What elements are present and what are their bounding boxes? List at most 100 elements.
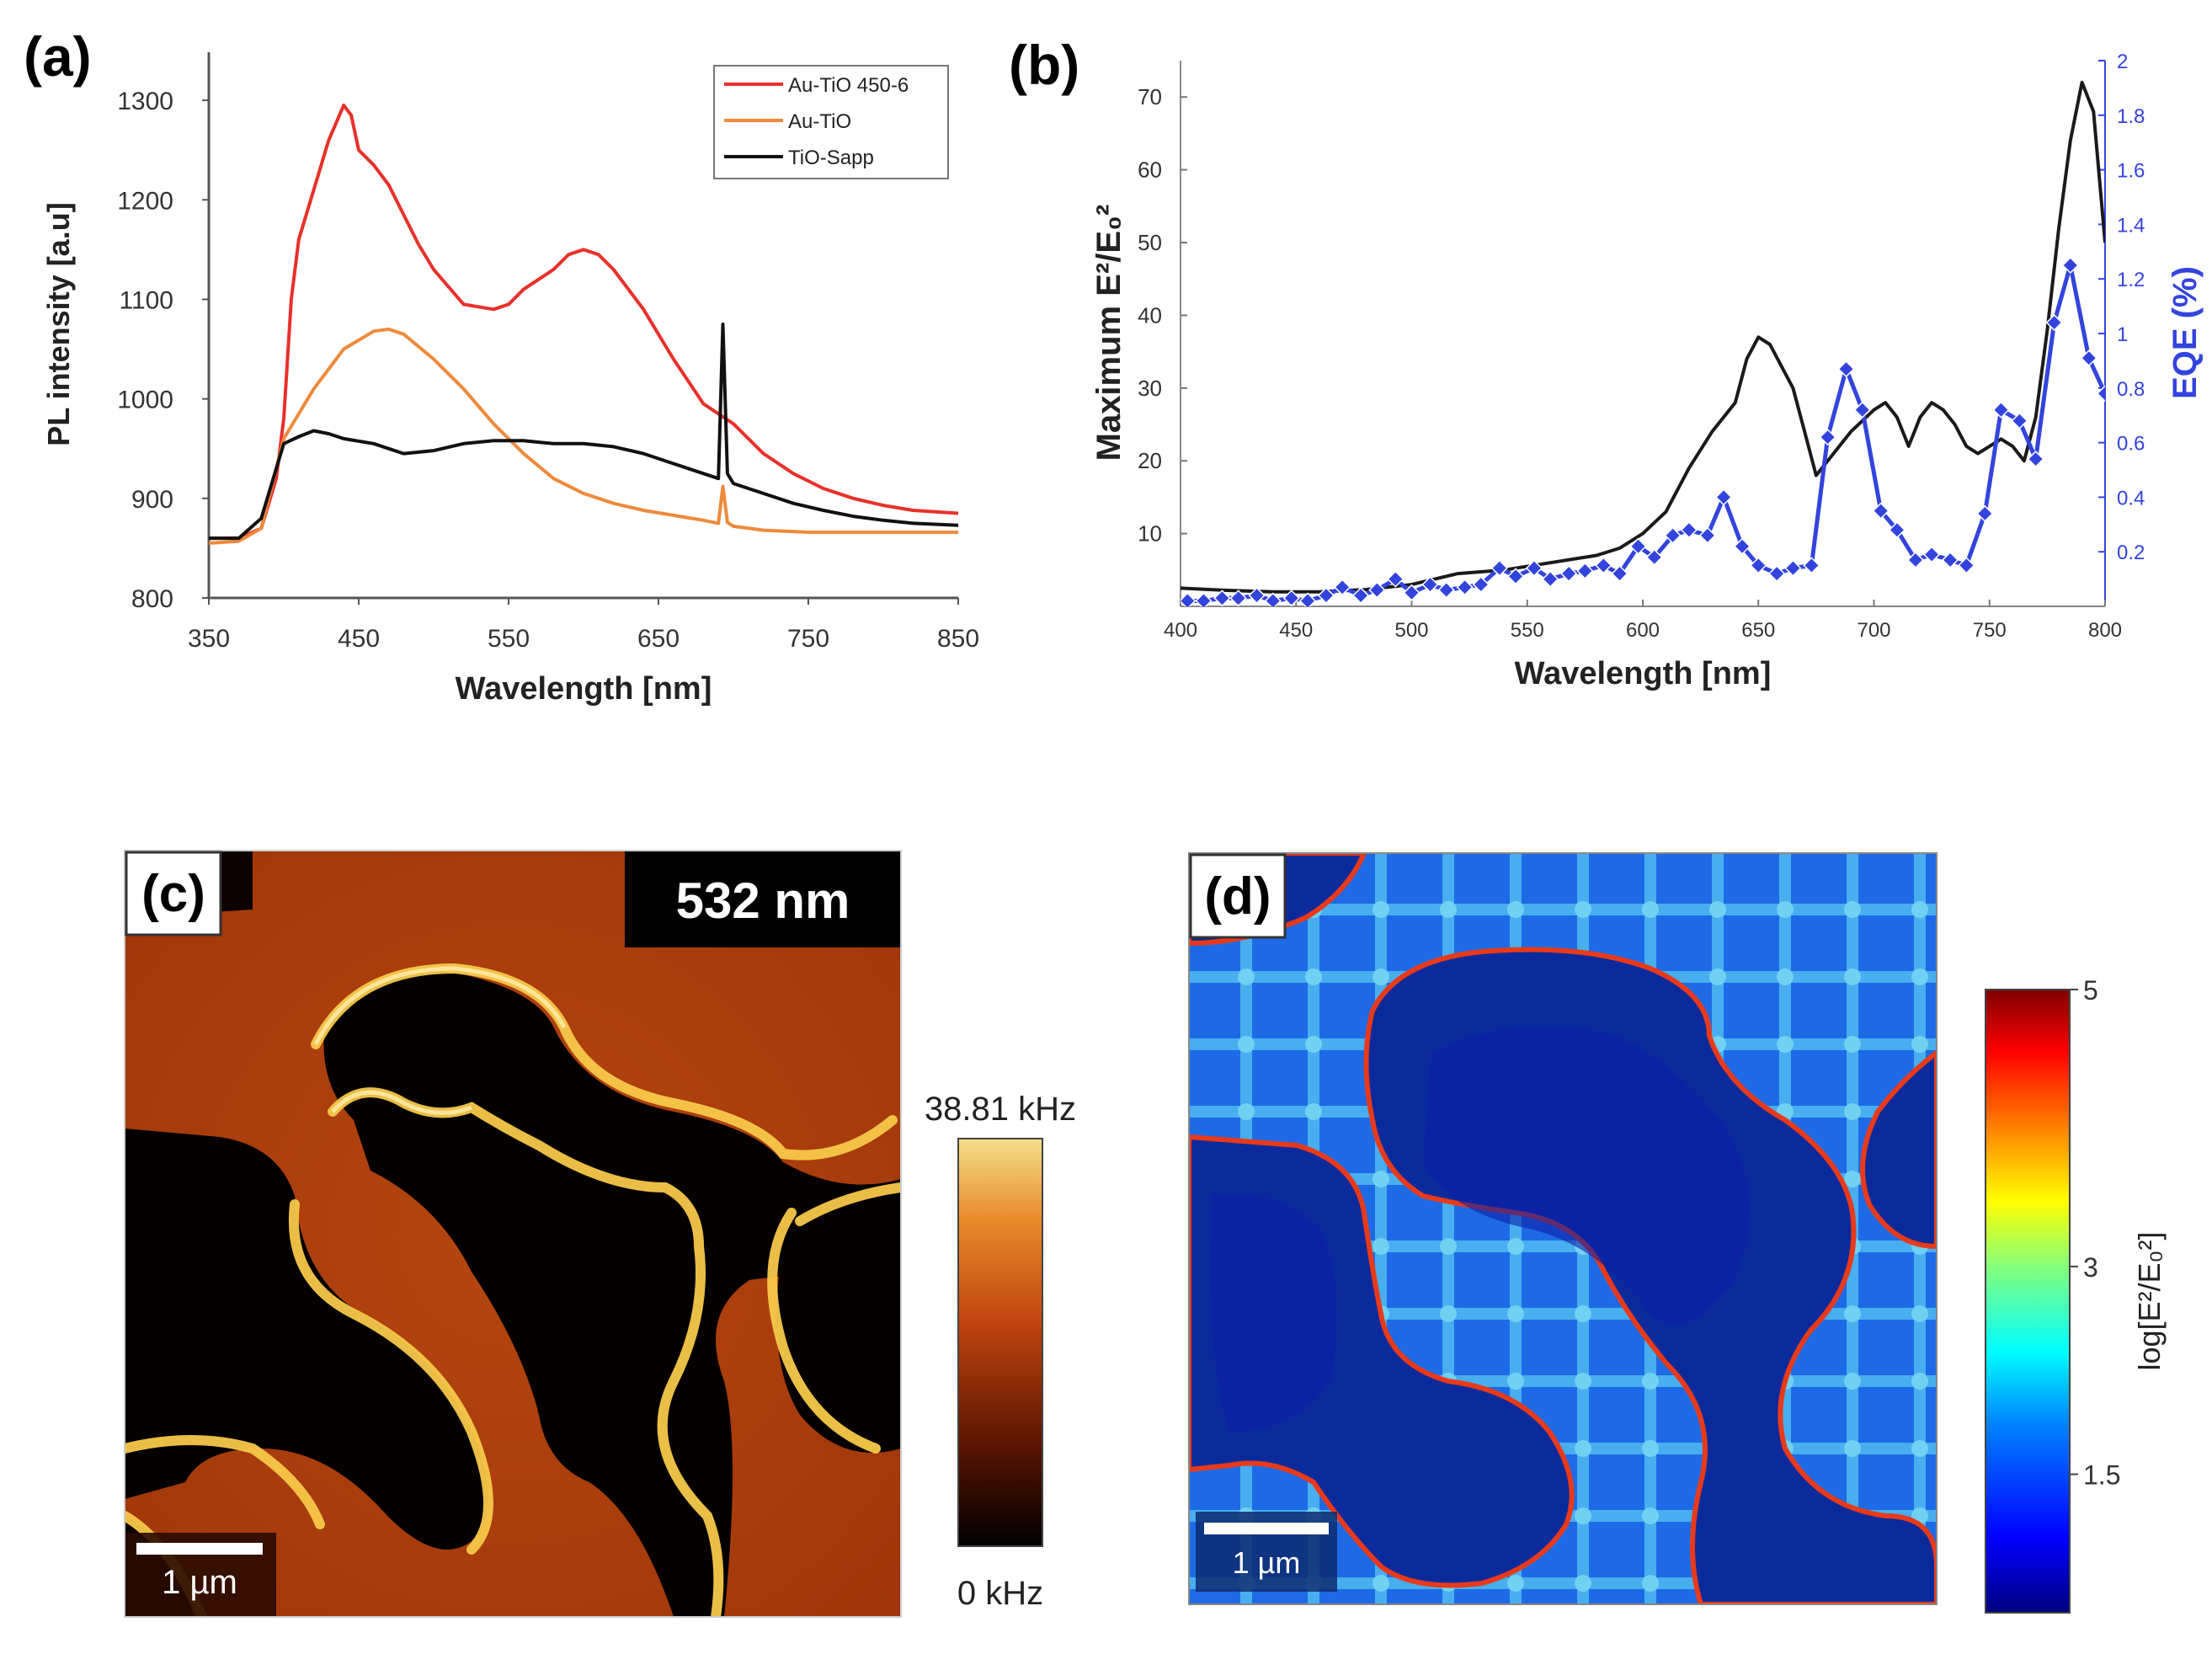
heatmap-panel-c: 532 nm 1 µm (c) 38.81 kHz 0 kHz — [124, 850, 1076, 1618]
eqe-marker-4 — [1248, 586, 1266, 605]
eqe-marker-28 — [1664, 526, 1682, 544]
colorbar-d — [1985, 989, 2071, 1614]
eqe-marker-22 — [1560, 565, 1578, 583]
x-tick-label-b-800: 800 — [2088, 619, 2122, 642]
eqe-marker-7 — [1298, 592, 1317, 606]
panel-label-d: (d) — [1204, 867, 1271, 926]
title-c: 532 nm — [676, 872, 850, 929]
eqe-marker-11 — [1368, 581, 1386, 599]
legend-a: Au-TiO 450-6 Au-TiO TiO-Sapp — [713, 65, 949, 179]
eqe-marker-43 — [1923, 546, 1941, 563]
eqe-marker-53 — [2096, 385, 2105, 403]
x-tick-label-b-500: 500 — [1394, 619, 1428, 642]
eqe-marker-16 — [1456, 579, 1474, 596]
eqe-marker-27 — [1645, 548, 1663, 566]
eqe-marker-23 — [1576, 562, 1594, 579]
y2-tick-label-b-7: 1.6 — [2117, 160, 2145, 183]
series-line-au-tio — [209, 327, 958, 545]
panel-label-box-d — [1189, 853, 1287, 939]
title-box-c — [625, 851, 901, 947]
x-axis-title-a: Wavelength [nm] — [456, 671, 712, 707]
eqe-marker-6 — [1282, 590, 1300, 606]
eqe-marker-36 — [1803, 557, 1820, 574]
scalebar-d — [1204, 1523, 1329, 1534]
eqe-marker-32 — [1733, 537, 1751, 555]
y-tick-label-a-1100: 1100 — [119, 286, 173, 314]
y-tick-label-a-1000: 1000 — [117, 387, 173, 414]
eqe-marker-48 — [2011, 412, 2028, 430]
scalebar-c — [136, 1543, 263, 1555]
panel-label-a: (a) — [24, 25, 92, 88]
eqe-marker-50 — [2045, 313, 2063, 332]
eqe-marker-46 — [1976, 504, 1994, 522]
eqe-marker-8 — [1317, 586, 1335, 605]
heatmap-panel-d: 1 µm (d) 1.5 3 5 log[E²/E₀²] — [1188, 852, 2167, 1614]
y-tick-label-b-10: 10 — [1138, 521, 1162, 547]
colorbar-tick-label-d-0: 1.5 — [2083, 1460, 2120, 1491]
eqe-marker-39 — [1853, 401, 1871, 419]
x-tick-label-a-650: 650 — [637, 625, 680, 653]
eqe-marker-10 — [1352, 586, 1370, 605]
eqe-marker-0 — [1181, 592, 1197, 606]
y2-tick-label-b-4: 1 — [2117, 323, 2128, 346]
eqe-marker-52 — [2080, 349, 2097, 367]
colorbar-min-c: 0 kHz — [957, 1575, 1043, 1612]
eqe-marker-41 — [1888, 521, 1906, 539]
x-tick-label-a-350: 350 — [188, 625, 230, 653]
scalebar-label-d: 1 µm — [1233, 1545, 1301, 1580]
y-tick-label-a-1200: 1200 — [117, 187, 173, 215]
eqe-marker-5 — [1264, 592, 1282, 606]
eqe-marker-30 — [1698, 526, 1716, 544]
eqe-marker-24 — [1595, 557, 1612, 574]
y2-tick-label-b-1: 0.4 — [2117, 487, 2145, 510]
eqe-marker-20 — [1525, 559, 1543, 577]
y-tick-label-a-900: 900 — [131, 486, 173, 514]
eqe-marker-18 — [1490, 559, 1508, 577]
y2-tick-label-b-8: 1.8 — [2117, 105, 2145, 128]
y2-tick-label-b-2: 0.6 — [2117, 433, 2145, 456]
eqe-marker-44 — [1942, 551, 1959, 568]
eqe-marker-45 — [1958, 557, 1975, 574]
y2-axis-title-b: EQE (%) — [2167, 266, 2204, 399]
y-tick-label-b-20: 20 — [1138, 448, 1162, 473]
eqe-marker-37 — [1819, 429, 1836, 446]
chart-panel-a: (a) 350 450 550 650 750 850 800 900 1000 1100 1200… — [24, 25, 979, 707]
y2-tick-label-b-5: 1.2 — [2117, 269, 2145, 291]
x-tick-label-a-450: 450 — [338, 625, 380, 653]
eqe-marker-38 — [1837, 360, 1855, 378]
eqe-marker-51 — [2061, 256, 2079, 275]
colorbar-tick-label-d-2: 5 — [2083, 975, 2098, 1006]
eqe-marker-12 — [1387, 570, 1404, 588]
x-axis-title-b: Wavelength [nm] — [1515, 656, 1772, 691]
y-tick-label-b-70: 70 — [1138, 84, 1162, 109]
panel-label-box-c — [125, 851, 222, 936]
y2-tick-label-b-9: 2 — [2117, 51, 2128, 73]
x-tick-label-b-450: 450 — [1279, 619, 1313, 642]
x-tick-label-b-650: 650 — [1741, 619, 1775, 642]
eqe-marker-19 — [1506, 568, 1525, 585]
x-tick-label-a-550: 550 — [488, 625, 530, 653]
eqe-marker-9 — [1334, 579, 1351, 596]
series-line-au-tio-450-6 — [209, 104, 958, 541]
panel-label-c: (c) — [141, 865, 205, 923]
y-tick-label-b-40: 40 — [1138, 302, 1162, 328]
x-tick-label-b-600: 600 — [1626, 619, 1660, 642]
eqe-marker-33 — [1750, 557, 1767, 574]
scalebar-label-c: 1 µm — [162, 1564, 237, 1601]
eqe-marker-2 — [1213, 590, 1231, 606]
eqe-marker-31 — [1715, 488, 1733, 506]
y2-tick-label-b-0: 0.2 — [2117, 542, 2145, 564]
y-tick-label-b-60: 60 — [1138, 157, 1162, 183]
eqe-marker-25 — [1611, 565, 1628, 583]
series-line-tio-sapp — [209, 323, 958, 541]
x-tick-label-b-700: 700 — [1857, 619, 1890, 642]
y-tick-label-a-800: 800 — [131, 585, 173, 613]
eqe-marker-3 — [1229, 590, 1247, 606]
x-tick-label-a-850: 850 — [937, 625, 979, 653]
y-tick-label-b-50: 50 — [1138, 230, 1162, 255]
eqe-marker-34 — [1768, 565, 1786, 583]
colorbar-label-d: log[E²/E₀²] — [2132, 1232, 2167, 1371]
y-axis-title-b: Maximum E²/E₀² — [1090, 205, 1127, 462]
y-tick-label-b-30: 30 — [1138, 376, 1162, 401]
legend-label-tio-sapp: TiO-Sapp — [788, 147, 874, 169]
